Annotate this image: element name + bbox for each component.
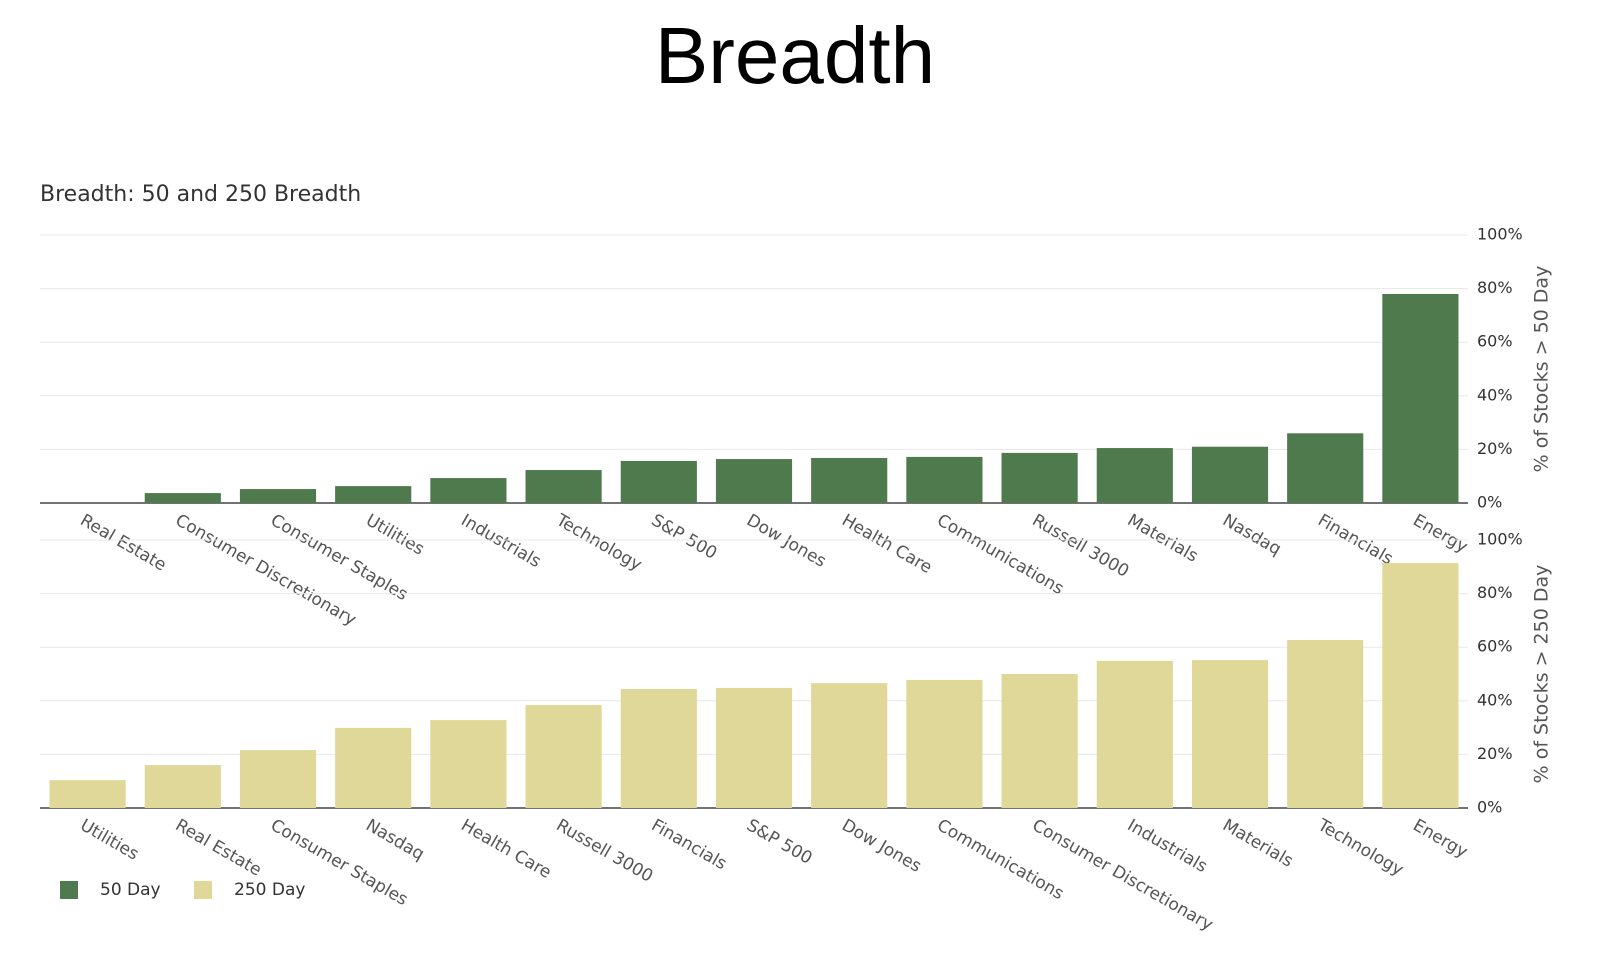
bar [620,689,697,808]
y-tick-label: 20% [1477,439,1513,458]
x-tick-label: Real Estate [77,510,170,575]
x-tick-label: Consumer Discretionary [1029,815,1217,935]
x-tick-label: Russell 3000 [553,815,657,886]
y-axis-label: % of Stocks > 250 Day [1531,565,1553,784]
bar [1191,446,1269,503]
y-tick-label: 100% [1477,225,1523,244]
x-tick-label: Nasdaq [362,815,427,864]
bar [525,470,602,503]
bar [430,720,507,808]
bar [49,780,126,808]
x-tick-label: Utilities [362,510,428,559]
x-tick-label: Materials [1124,510,1202,566]
x-tick-label: Energy [1409,510,1471,557]
y-tick-label: 40% [1477,690,1513,709]
x-tick-label: Industrials [457,510,544,572]
bar [430,478,507,503]
x-tick-label: Utilities [77,815,143,864]
y-tick-label: 60% [1477,637,1513,656]
x-tick-label: S&P 500 [648,510,720,563]
bar [144,493,221,503]
bar [715,687,793,808]
x-tick-label: Dow Jones [743,510,830,572]
bar [525,705,602,808]
bar [239,489,317,503]
bar [1382,293,1459,503]
x-tick-label: Energy [1409,815,1471,862]
y-tick-label: 40% [1477,385,1513,404]
y-tick-label: 60% [1477,332,1513,351]
y-axis-label: % of Stocks > 50 Day [1531,266,1553,473]
x-tick-label: Industrials [1124,815,1211,877]
legend-swatch [194,881,212,899]
bar [239,750,317,808]
bar [811,683,888,808]
bar [1287,433,1364,503]
bar [620,460,697,503]
bar [144,765,221,808]
x-tick-label: Technology [552,510,645,575]
legend-label: 50 Day [100,880,161,900]
y-tick-label: 0% [1477,798,1502,817]
y-tick-label: 80% [1477,278,1513,297]
bar [1287,639,1364,808]
bar [906,456,983,503]
x-tick-label: Materials [1219,815,1297,871]
x-tick-label: S&P 500 [743,815,815,868]
bar [811,457,888,503]
x-tick-label: Real Estate [172,815,265,880]
x-tick-label: Dow Jones [838,815,925,877]
bar [1096,660,1173,808]
x-tick-label: Health Care [457,815,554,883]
x-tick-label: Financials [648,815,730,874]
y-tick-label: 100% [1477,530,1523,549]
legend-swatch [60,881,78,899]
bar [715,459,793,503]
chart-title: Breadth: 50 and 250 Breadth [40,182,361,207]
x-tick-label: Technology [1313,815,1406,880]
x-tick-label: Health Care [838,510,935,578]
bar [335,727,412,808]
page-title: Breadth [655,11,935,100]
legend-label: 250 Day [234,880,305,900]
bar [1001,674,1078,808]
y-tick-label: 0% [1477,493,1502,512]
bar [335,486,412,503]
bar [1191,660,1269,808]
x-tick-label: Consumer Discretionary [172,510,360,630]
bar [1382,563,1459,808]
bar [1096,448,1173,503]
bar [1001,452,1078,503]
y-tick-label: 80% [1477,583,1513,602]
y-tick-label: 20% [1477,744,1513,763]
x-tick-label: Nasdaq [1219,510,1284,559]
bar [906,679,983,808]
